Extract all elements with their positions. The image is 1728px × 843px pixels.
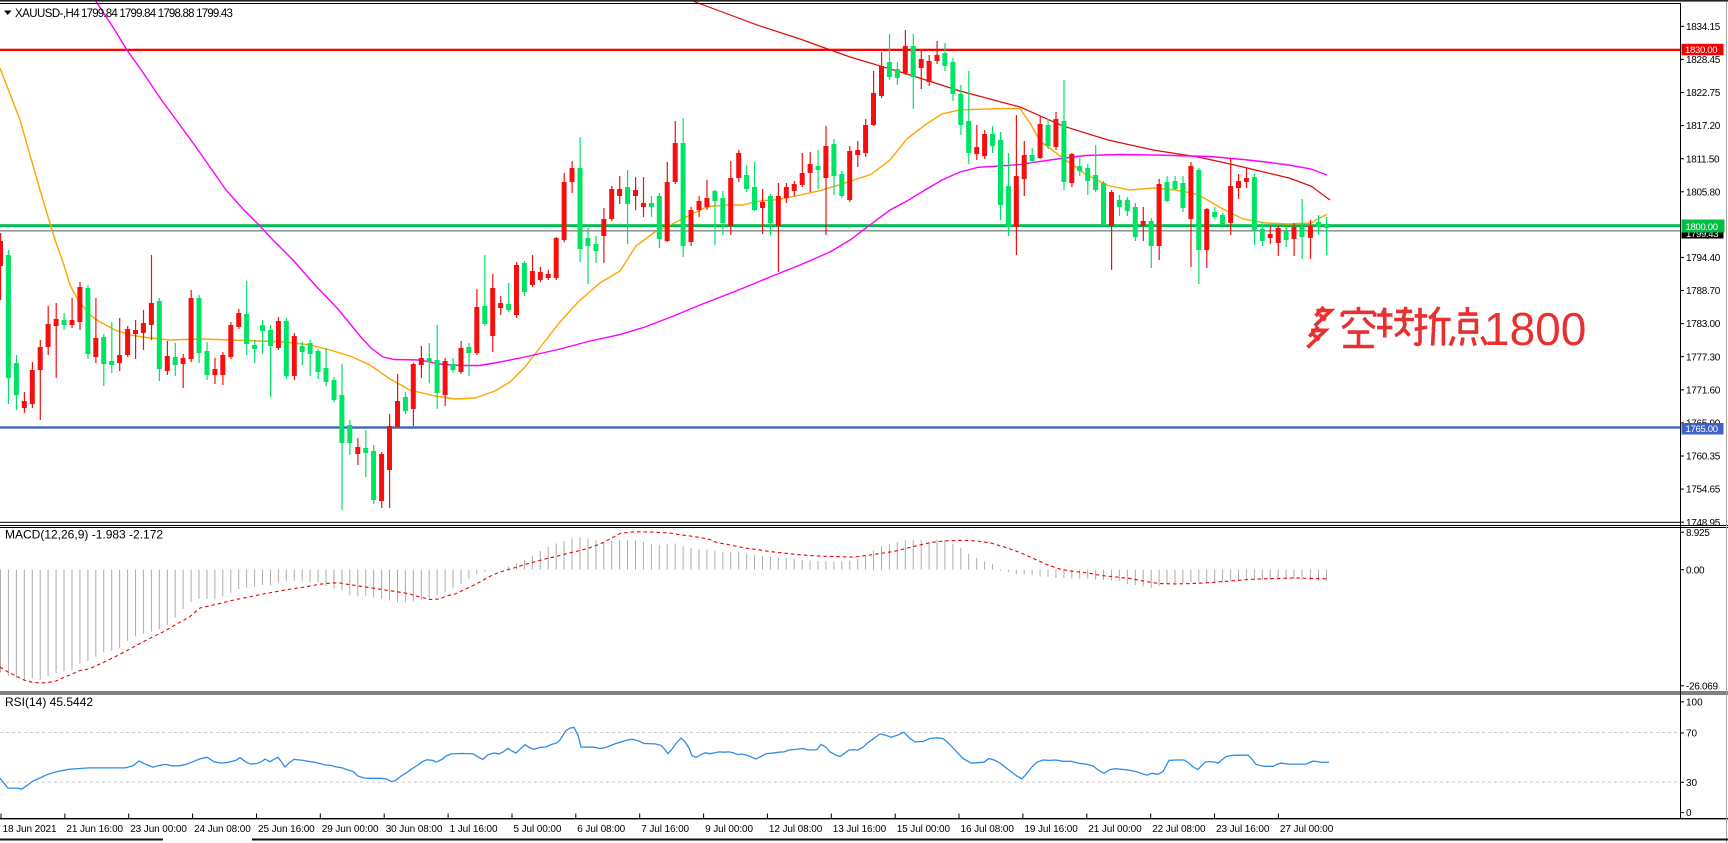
svg-text:30: 30 [1686, 778, 1698, 789]
svg-text:1828.45: 1828.45 [1686, 55, 1721, 66]
svg-text:18 Jun 2021: 18 Jun 2021 [3, 824, 57, 835]
svg-text:0.00: 0.00 [1686, 565, 1705, 576]
svg-text:19 Jul 16:00: 19 Jul 16:00 [1024, 824, 1078, 835]
svg-text:25 Jun 16:00: 25 Jun 16:00 [258, 824, 315, 835]
svg-text:1799.43: 1799.43 [1686, 229, 1718, 240]
svg-text:MACD(12,26,9) -1.983 -2.172: MACD(12,26,9) -1.983 -2.172 [5, 528, 163, 542]
svg-text:1771.60: 1771.60 [1686, 385, 1721, 396]
svg-text:1760.35: 1760.35 [1686, 452, 1721, 463]
svg-text:1794.40: 1794.40 [1686, 253, 1721, 264]
svg-text:1830.00: 1830.00 [1685, 45, 1717, 56]
svg-text:-26.069: -26.069 [1686, 681, 1719, 692]
svg-text:70: 70 [1686, 729, 1698, 740]
svg-text:1817.20: 1817.20 [1686, 121, 1721, 132]
svg-text:1754.65: 1754.65 [1686, 485, 1721, 496]
svg-text:1788.70: 1788.70 [1686, 286, 1721, 297]
svg-text:21 Jun 16:00: 21 Jun 16:00 [66, 824, 123, 835]
svg-text:6 Jul 08:00: 6 Jul 08:00 [577, 824, 625, 835]
svg-text:16 Jul 08:00: 16 Jul 08:00 [961, 824, 1015, 835]
svg-text:1800.00: 1800.00 [1686, 222, 1718, 233]
svg-text:30 Jun 08:00: 30 Jun 08:00 [386, 824, 443, 835]
svg-text:29 Jun 00:00: 29 Jun 00:00 [322, 824, 379, 835]
svg-text:8.925: 8.925 [1686, 528, 1710, 539]
svg-text:7 Jul 16:00: 7 Jul 16:00 [641, 824, 689, 835]
svg-text:1800: 1800 [1484, 303, 1586, 355]
svg-text:RSI(14) 45.5442: RSI(14) 45.5442 [5, 695, 93, 709]
svg-text:1748.95: 1748.95 [1686, 518, 1721, 529]
svg-text:21 Jul 00:00: 21 Jul 00:00 [1088, 824, 1142, 835]
svg-text:100: 100 [1686, 697, 1703, 708]
svg-text:1799.84 1799.84 1798.88 1799.4: 1799.84 1799.84 1798.88 1799.43 [81, 8, 232, 20]
svg-text:XAUUSD-,H4: XAUUSD-,H4 [15, 8, 80, 20]
svg-text:1 Jul 16:00: 1 Jul 16:00 [450, 824, 498, 835]
svg-text:1777.30: 1777.30 [1686, 352, 1721, 363]
svg-text:27 Jul 00:00: 27 Jul 00:00 [1280, 824, 1334, 835]
svg-text:1805.80: 1805.80 [1686, 187, 1721, 198]
svg-text:1783.00: 1783.00 [1686, 319, 1721, 330]
svg-text:23 Jul 16:00: 23 Jul 16:00 [1216, 824, 1270, 835]
svg-text:22 Jul 08:00: 22 Jul 08:00 [1152, 824, 1206, 835]
svg-text:1765.00: 1765.00 [1686, 424, 1718, 435]
svg-text:24 Jun 08:00: 24 Jun 08:00 [194, 824, 251, 835]
svg-text:1811.50: 1811.50 [1686, 154, 1720, 165]
svg-text:1834.15: 1834.15 [1686, 22, 1721, 33]
svg-text:0: 0 [1686, 808, 1692, 819]
svg-text:9 Jul 00:00: 9 Jul 00:00 [705, 824, 753, 835]
svg-text:15 Jul 00:00: 15 Jul 00:00 [897, 824, 951, 835]
svg-text:13 Jul 16:00: 13 Jul 16:00 [833, 824, 887, 835]
svg-text:23 Jun 00:00: 23 Jun 00:00 [130, 824, 187, 835]
svg-text:1822.75: 1822.75 [1686, 88, 1721, 99]
svg-text:5 Jul 00:00: 5 Jul 00:00 [514, 824, 562, 835]
svg-text:12 Jul 08:00: 12 Jul 08:00 [769, 824, 823, 835]
